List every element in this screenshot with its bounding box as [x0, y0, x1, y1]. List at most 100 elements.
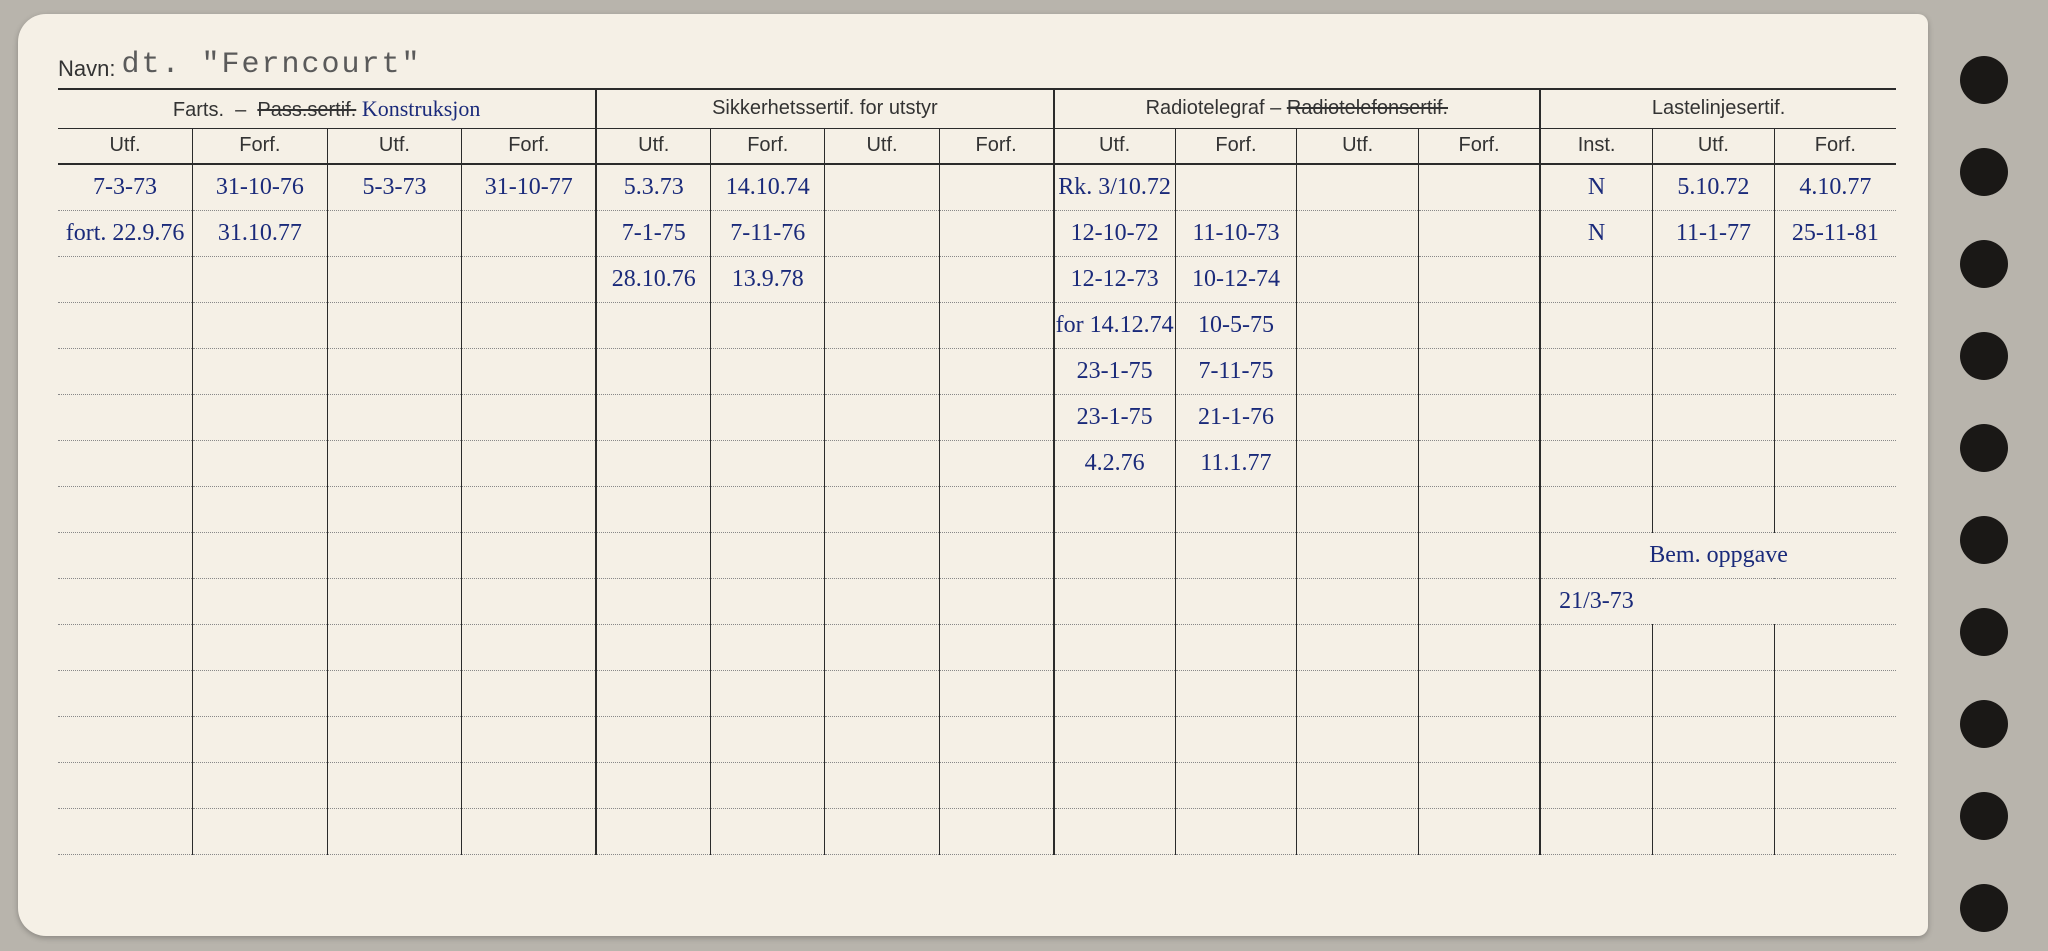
cell — [58, 762, 193, 808]
bem-header-row: Bem. oppgave — [58, 532, 1896, 578]
cell — [193, 762, 328, 808]
cell — [1175, 762, 1297, 808]
cell — [711, 762, 825, 808]
binder-hole — [1960, 332, 2008, 380]
cell: 23-1-75 — [1054, 394, 1176, 440]
cell — [58, 624, 193, 670]
cell: 5.3.73 — [596, 164, 710, 210]
bem-value-row: 21/3-73 — [58, 578, 1896, 624]
cell — [193, 532, 328, 578]
subheader-row: Utf. Forf. Utf. Forf. Utf. Forf. Utf. Fo… — [58, 128, 1896, 164]
cell — [462, 210, 597, 256]
cell — [1540, 348, 1652, 394]
cell — [1418, 670, 1540, 716]
cell — [711, 486, 825, 532]
section-laste: Lastelinjesertif. — [1540, 90, 1896, 128]
cell — [58, 440, 193, 486]
cell — [1653, 440, 1775, 486]
cell — [1418, 762, 1540, 808]
cell — [1297, 302, 1419, 348]
cell — [1297, 578, 1419, 624]
cell — [939, 670, 1053, 716]
cell — [1297, 440, 1419, 486]
table-row — [58, 716, 1896, 762]
cell — [825, 808, 939, 854]
cell — [193, 302, 328, 348]
binder-holes — [1928, 0, 2048, 951]
cell — [1540, 394, 1652, 440]
binder-hole — [1960, 700, 2008, 748]
cell — [1418, 624, 1540, 670]
cell — [596, 578, 710, 624]
cell — [939, 348, 1053, 394]
table-row: 23-1-7521-1-76 — [58, 394, 1896, 440]
cell — [1418, 164, 1540, 210]
cell — [1175, 624, 1297, 670]
cell: 11-1-77 — [1653, 210, 1775, 256]
col-utf: Utf. — [1653, 128, 1775, 164]
cell — [1297, 348, 1419, 394]
index-card: Navn: dt. "Ferncourt" Farts. – Pass.sert… — [18, 14, 1928, 936]
table-row: fort. 22.9.7631.10.777-1-757-11-7612-10-… — [58, 210, 1896, 256]
cell — [1774, 762, 1896, 808]
table-row: 7-3-7331-10-765-3-7331-10-775.3.7314.10.… — [58, 164, 1896, 210]
cell — [1653, 256, 1775, 302]
cell — [825, 348, 939, 394]
cell: 12-10-72 — [1054, 210, 1176, 256]
cell: 21-1-76 — [1175, 394, 1297, 440]
cell — [1653, 302, 1775, 348]
cell — [327, 578, 462, 624]
cell — [1540, 670, 1652, 716]
cell: 7-1-75 — [596, 210, 710, 256]
cell — [58, 578, 193, 624]
cell — [58, 716, 193, 762]
cell — [1774, 256, 1896, 302]
cell — [58, 348, 193, 394]
cell — [193, 670, 328, 716]
cell — [596, 440, 710, 486]
cell — [711, 440, 825, 486]
col-utf: Utf. — [1054, 128, 1176, 164]
cell — [1540, 486, 1652, 532]
cell — [825, 394, 939, 440]
cell — [327, 210, 462, 256]
cell: N — [1540, 210, 1652, 256]
cell: 13.9.78 — [711, 256, 825, 302]
cell — [58, 256, 193, 302]
col-utf: Utf. — [1297, 128, 1419, 164]
cell — [825, 302, 939, 348]
cell — [711, 302, 825, 348]
cell — [1054, 762, 1176, 808]
col-forf: Forf. — [1175, 128, 1297, 164]
cell — [462, 762, 597, 808]
cell — [462, 394, 597, 440]
cell — [825, 670, 939, 716]
cell — [1175, 486, 1297, 532]
col-utf: Utf. — [58, 128, 193, 164]
cell — [711, 532, 825, 578]
cell — [58, 394, 193, 440]
cell — [1054, 532, 1176, 578]
cell — [939, 210, 1053, 256]
cell — [825, 256, 939, 302]
cell — [1297, 164, 1419, 210]
cell — [711, 578, 825, 624]
cell — [1297, 532, 1419, 578]
col-forf: Forf. — [1774, 128, 1896, 164]
cell — [1418, 440, 1540, 486]
table-row: 28.10.7613.9.7812-12-7310-12-74 — [58, 256, 1896, 302]
cell — [327, 486, 462, 532]
col-utf: Utf. — [327, 128, 462, 164]
cell — [1774, 670, 1896, 716]
cell — [939, 394, 1053, 440]
cell — [711, 348, 825, 394]
cell — [193, 716, 328, 762]
table-row: for 14.12.7410-5-75 — [58, 302, 1896, 348]
cell — [327, 440, 462, 486]
cell — [939, 762, 1053, 808]
cell — [1054, 578, 1176, 624]
certificate-table: Farts. – Pass.sertif. Konstruksjon Sikke… — [58, 90, 1896, 855]
cell: 7-3-73 — [58, 164, 193, 210]
cell — [1297, 486, 1419, 532]
cell: 31.10.77 — [193, 210, 328, 256]
